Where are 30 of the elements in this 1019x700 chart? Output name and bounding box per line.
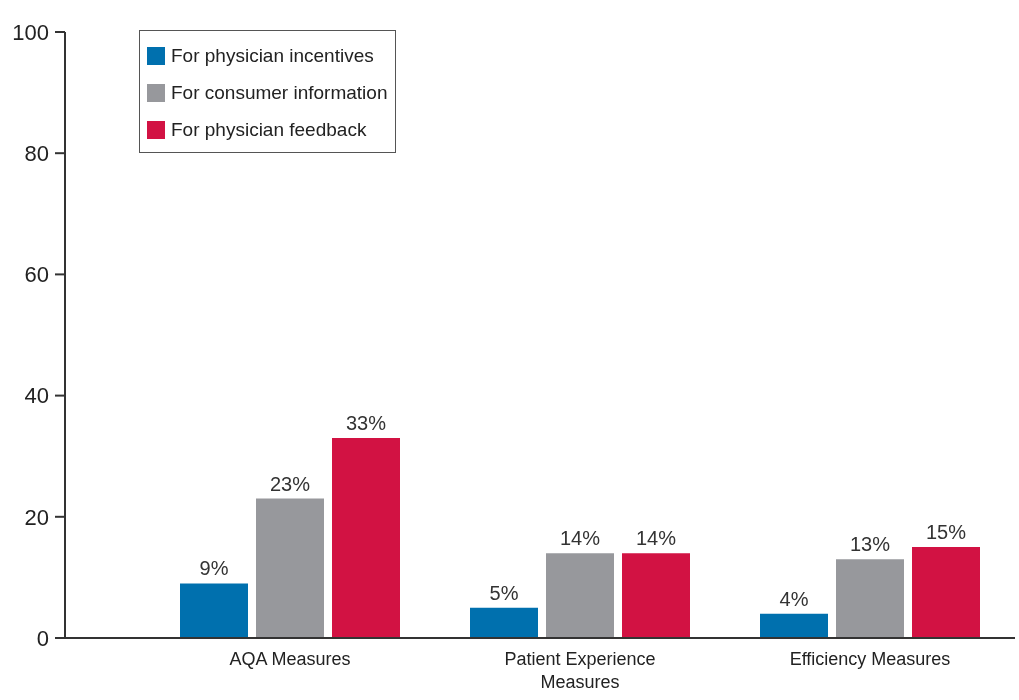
bar <box>836 559 904 638</box>
legend-label: For physician feedback <box>171 118 367 141</box>
y-tick-label: 100 <box>12 19 49 45</box>
y-tick-label: 20 <box>24 504 49 530</box>
legend-label: For consumer information <box>171 81 388 104</box>
x-tick-label: AQA Measures <box>229 648 351 669</box>
bar <box>760 613 828 638</box>
data-label: 5% <box>489 581 519 604</box>
data-label: 15% <box>925 521 967 544</box>
bar <box>332 438 400 638</box>
bar <box>256 498 324 638</box>
x-tick-label: Patient Experience Measures <box>504 648 656 692</box>
data-label: 33% <box>345 412 387 435</box>
y-tick-label: 60 <box>24 262 49 288</box>
y-tick-label: 40 <box>24 383 49 409</box>
bar <box>912 547 980 638</box>
bar <box>470 607 538 638</box>
y-tick-label: 80 <box>24 141 49 167</box>
legend-label: For physician incentives <box>171 44 374 67</box>
data-label: 14% <box>635 527 677 550</box>
data-label: 4% <box>779 587 809 610</box>
data-label: 13% <box>849 533 891 556</box>
data-label: 9% <box>199 557 229 580</box>
bar <box>622 553 690 638</box>
bar <box>546 553 614 638</box>
bar <box>180 583 248 638</box>
data-label: 23% <box>269 472 311 495</box>
data-label: 14% <box>559 527 601 550</box>
y-tick-label: 0 <box>36 625 49 651</box>
x-tick-label: Efficiency Measures <box>789 648 951 669</box>
